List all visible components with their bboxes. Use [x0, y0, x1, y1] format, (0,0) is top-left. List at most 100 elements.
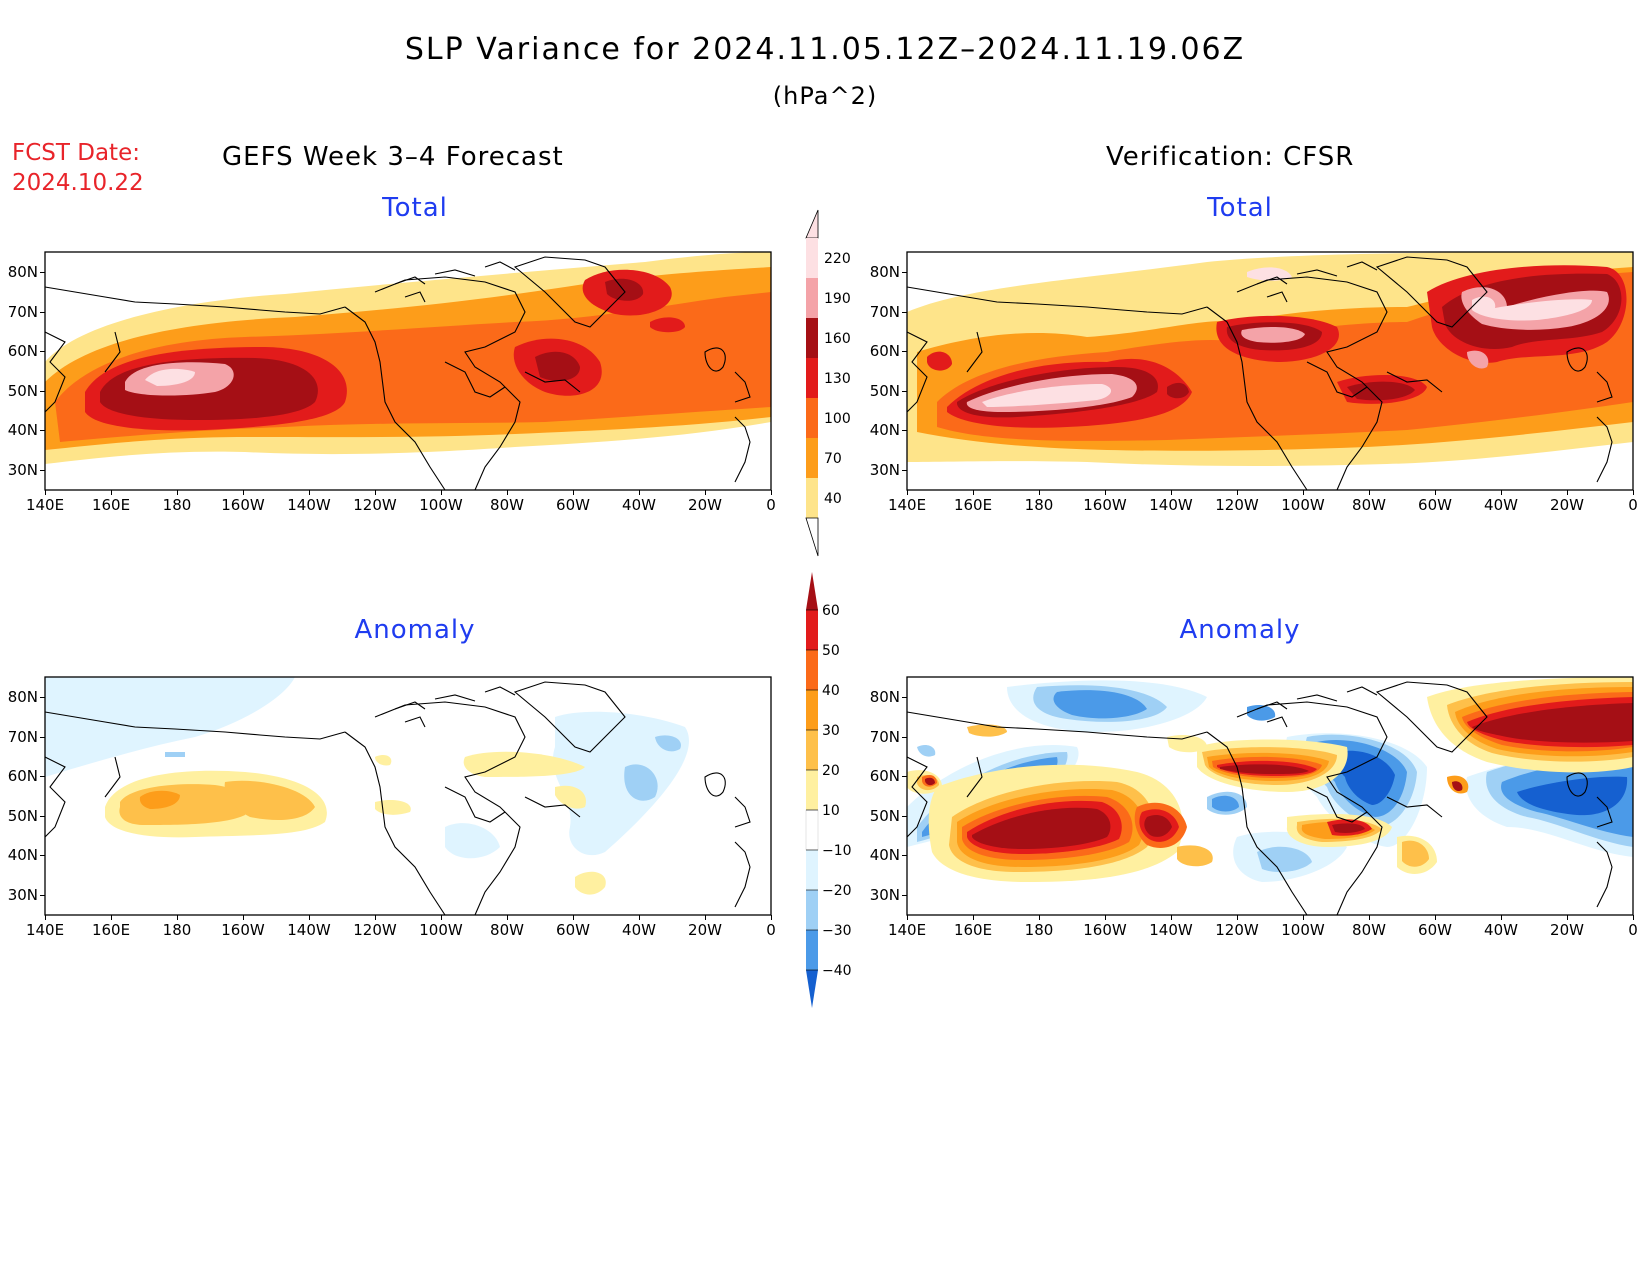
cfsr-anomaly-map [906, 676, 1634, 916]
lat-label: 50N [869, 381, 900, 400]
lon-label: 120W [1215, 496, 1259, 514]
lon-label: 0 [1628, 496, 1638, 514]
lat-tick [902, 736, 907, 738]
colorbar-bottom-arrow [806, 970, 818, 1008]
lat-tick [40, 815, 45, 817]
cfsr-anomaly-field [907, 677, 1633, 882]
lon-label: 180 [162, 496, 192, 514]
right-column-header: Verification: CFSR [1106, 142, 1355, 172]
colorbar-label: 20 [822, 763, 840, 779]
lon-label: 100W [1281, 921, 1325, 939]
colorbar-box [806, 890, 818, 930]
cfsr-anomaly-coastline [906, 681, 1613, 916]
colorbar-box [806, 730, 818, 770]
lon-tick [1567, 490, 1568, 495]
colorbar-label: 50 [822, 643, 840, 659]
lat-tick [902, 697, 907, 698]
lon-tick [1633, 490, 1634, 495]
colorbar-box [806, 850, 818, 890]
lon-label: 40W [622, 496, 656, 514]
lon-tick [639, 490, 640, 495]
lat-label: 50N [7, 806, 38, 825]
lon-tick [1567, 915, 1568, 920]
lon-label: 60W [1418, 921, 1452, 939]
lon-label: 140E [887, 496, 927, 514]
lon-tick [309, 915, 310, 920]
colorbar-label: 40 [822, 683, 840, 699]
lat-label: 80N [869, 688, 900, 706]
lat-tick [902, 351, 907, 352]
lon-tick [375, 915, 376, 920]
colorbar-box [806, 278, 818, 318]
lon-label: 40W [1484, 496, 1518, 514]
lon-label: 80W [490, 921, 524, 939]
lon-label: 80W [1352, 921, 1386, 939]
lon-tick [1369, 490, 1370, 495]
lon-label: 140E [25, 921, 65, 939]
lat-tick [902, 430, 907, 431]
lon-tick [1105, 490, 1106, 495]
figure-title: SLP Variance for 2024.11.05.12Z–2024.11.… [404, 32, 1246, 67]
cfsr-total-subtitle: Total [1207, 193, 1273, 223]
lon-label: 140W [1149, 496, 1193, 514]
lat-label: 50N [7, 381, 38, 400]
lat-tick [40, 351, 45, 352]
lon-tick [1501, 490, 1502, 495]
lon-label: 180 [162, 921, 192, 939]
lat-tick [40, 697, 45, 698]
colorbar-box [806, 690, 818, 730]
lat-label: 40N [869, 421, 900, 439]
lon-label: 20W [1550, 921, 1584, 939]
gefs-anomaly-field [45, 677, 689, 895]
lon-label: 120W [353, 921, 397, 939]
lon-label: 160E [91, 496, 131, 514]
lon-tick [1633, 915, 1634, 920]
colorbar-label: 10 [822, 803, 840, 819]
gefs-anomaly-map [44, 676, 772, 916]
lon-label: 60W [556, 921, 590, 939]
lon-tick [1435, 915, 1436, 920]
lon-tick [1171, 915, 1172, 920]
lat-tick [902, 272, 907, 273]
lat-label: 80N [7, 688, 38, 706]
colorbar-total: 220 190 160 130 100 70 40 [805, 209, 851, 557]
colorbar-box [806, 238, 818, 278]
lon-label: 20W [688, 921, 722, 939]
lon-tick [45, 490, 46, 495]
lon-label: 100W [1281, 496, 1325, 514]
lon-label: 140W [1149, 921, 1193, 939]
lat-label: 70N [7, 302, 38, 321]
lon-label: 160W [1083, 921, 1127, 939]
lat-label: 50N [869, 806, 900, 825]
forecast-date-block: FCST Date: 2024.10.22 [12, 138, 144, 198]
lon-label: 160E [953, 921, 993, 939]
lat-label: 80N [7, 263, 38, 281]
gefs-anomaly-subtitle: Anomaly [354, 615, 476, 645]
forecast-date-label: FCST Date: [12, 140, 140, 166]
lon-label: 160W [1083, 496, 1127, 514]
lon-tick [705, 490, 706, 495]
lon-label: 120W [353, 496, 397, 514]
colorbar-label: 220 [824, 251, 851, 267]
lat-tick [40, 311, 45, 313]
lat-tick [902, 311, 907, 313]
colorbar-top-arrow [806, 572, 818, 610]
lat-label: 70N [869, 727, 900, 746]
lat-label: 30N [7, 460, 38, 479]
lon-tick [1501, 915, 1502, 920]
lat-tick [40, 469, 45, 471]
colorbar-bottom-arrow [805, 517, 819, 557]
lon-tick [973, 915, 974, 920]
colorbar-box [805, 809, 819, 851]
lon-tick [973, 490, 974, 495]
lat-tick [40, 430, 45, 431]
colorbar-label: −20 [822, 883, 852, 899]
lat-label: 70N [7, 727, 38, 746]
lon-label: 140E [887, 921, 927, 939]
lat-label: 40N [869, 846, 900, 864]
lon-tick [177, 490, 178, 495]
lon-tick [243, 915, 244, 920]
lat-label: 30N [869, 460, 900, 479]
figure-units: (hPa^2) [772, 82, 878, 110]
cfsr-total-coastline [906, 256, 1613, 491]
